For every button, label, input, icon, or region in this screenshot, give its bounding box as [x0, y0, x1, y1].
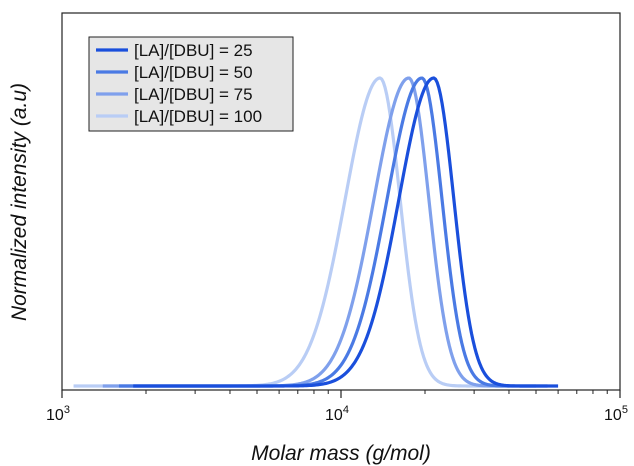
x-tick-exponent: 3 — [64, 404, 70, 416]
y-axis-title: Normalized intensity (a.u) — [8, 83, 31, 321]
legend-label: [LA]/[DBU] = 100 — [134, 107, 262, 126]
x-tick-label: 103 — [46, 404, 70, 424]
legend: [LA]/[DBU] = 25 [LA]/[DBU] = 50 [LA]/[DBU]… — [88, 36, 294, 132]
x-tick-base: 10 — [46, 407, 64, 424]
legend-label: [LA]/[DBU] = 50 — [134, 63, 253, 82]
x-tick-exponent: 4 — [343, 404, 349, 416]
x-tick-exponent: 5 — [622, 404, 628, 416]
legend-label: [LA]/[DBU] = 25 — [134, 41, 253, 60]
x-axis-title: Molar mass (g/mol) — [251, 442, 431, 465]
x-tick-label: 104 — [325, 404, 349, 424]
x-tick-base: 10 — [604, 407, 622, 424]
legend-label: [LA]/[DBU] = 75 — [134, 85, 253, 104]
x-axis-ticks: 103 104 105 — [46, 390, 628, 424]
x-tick-base: 10 — [325, 407, 343, 424]
series-curves — [73, 76, 559, 388]
series-line — [133, 76, 559, 388]
x-tick-label: 105 — [604, 404, 628, 424]
